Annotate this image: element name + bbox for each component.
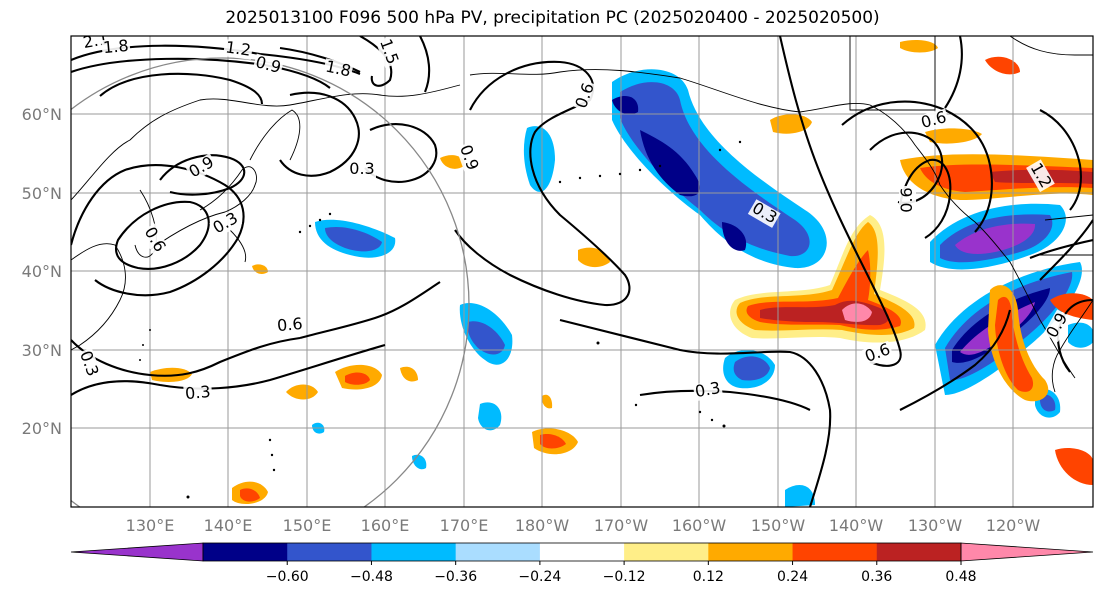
lat-label: 20°N	[22, 419, 62, 438]
colorbar-tick-label: 0.24	[777, 569, 808, 585]
colorbar-segment	[624, 543, 709, 561]
map-area: 2.11.8 1.20.9 1.81.50.60.90.30.90.30.60.30…	[71, 36, 1093, 507]
colorbar-extend-low	[70, 542, 204, 562]
pv-label-background	[572, 79, 599, 112]
colorbar-segment	[203, 543, 288, 561]
lat-label: 40°N	[22, 262, 62, 281]
pv-contour-label: 0.3	[209, 208, 241, 237]
pv-contour-label: 0.6	[919, 107, 949, 132]
map-frame	[70, 35, 1094, 508]
colorbar-tick-label: 0.36	[861, 569, 892, 585]
lat-label: 50°N	[22, 184, 62, 203]
pv-label-background	[861, 340, 894, 367]
lon-axis-labels: 130°E 140°E 150°E 160°E 170°E 180°W 170°…	[126, 516, 1041, 535]
pv-label-background	[322, 58, 354, 81]
lat-axis-labels: 60°N 50°N 40°N 30°N 20°N	[22, 105, 62, 438]
colorbar-segment	[876, 543, 962, 561]
pv-contour-label: 0.3	[184, 382, 211, 403]
colorbar-segment	[792, 543, 878, 561]
precip-anomaly-shading	[150, 40, 1093, 507]
pv-contour-labels: 2.11.8 1.20.9 1.81.50.60.90.30.90.30.60.30…	[75, 36, 1072, 404]
lon-label: 120°W	[986, 516, 1041, 535]
island-chains	[139, 140, 742, 499]
pv-label-background	[183, 383, 213, 404]
pv-label-background	[899, 186, 916, 214]
pv-contour-label: 0.6	[897, 187, 916, 212]
colorbar-tick-label: −0.12	[603, 569, 646, 585]
pv-label-background	[140, 223, 169, 257]
colorbar-tick-label: −0.36	[434, 569, 477, 585]
pv-label-background	[101, 37, 131, 58]
pv-label-background	[252, 53, 284, 78]
lon-label: 130°E	[126, 516, 175, 535]
pv-label-background	[223, 39, 254, 60]
pv-label-background	[75, 347, 102, 380]
map-title: 2025013100 F096 500 hPa PV, precipitatio…	[225, 8, 880, 28]
lat-label: 60°N	[22, 105, 62, 124]
pv-label-background	[209, 209, 243, 238]
lon-label: 170°E	[440, 516, 489, 535]
pv-label-background	[747, 199, 781, 228]
lon-label: 160°W	[672, 516, 727, 535]
radius-circle	[71, 57, 470, 507]
colorbar-segment	[708, 543, 794, 561]
pv-label-background	[1043, 309, 1072, 343]
lat-label: 30°N	[22, 341, 62, 360]
lon-label: 170°W	[594, 516, 649, 535]
colorbar-outline	[202, 542, 962, 562]
colorbar-extend-high	[960, 542, 1094, 562]
pv-label-background	[455, 141, 482, 174]
pv-label-background	[185, 153, 219, 182]
pv-contour-label: 1.8	[324, 57, 353, 81]
colorbar-tick-label: −0.60	[266, 569, 309, 585]
colorbar-tick-label: −0.24	[518, 569, 561, 585]
lon-label: 180°W	[515, 516, 570, 535]
pv-contour-label: 0.9	[185, 152, 217, 181]
pv-label-background	[918, 108, 950, 133]
colorbar-tick-label: 0.48	[945, 569, 976, 585]
pv-contour-label: 0.3	[349, 159, 374, 178]
colorbar-segment	[287, 543, 372, 561]
colorbar-tick-labels: −0.60 −0.48 −0.36 −0.24 −0.12 0.12 0.24 0.36 0.4…	[266, 561, 977, 585]
pv-label-background	[692, 379, 724, 402]
pv-contour-label: 0.6	[276, 314, 303, 335]
pv-label-background	[375, 36, 402, 68]
pv-label-background	[1026, 159, 1055, 193]
coastlines	[71, 36, 1093, 393]
pv-contour-label: 0.3	[694, 378, 722, 401]
colorbar-tick-label: 0.12	[693, 569, 724, 585]
colorbar-tick-label: −0.48	[350, 569, 393, 585]
pv-contour-label: 1.2	[224, 37, 252, 59]
colorbar-segment	[371, 543, 457, 561]
colorbar	[70, 542, 1094, 562]
colorbar-segment	[455, 543, 541, 561]
pv-label-background	[275, 315, 305, 336]
lon-label: 150°W	[751, 516, 806, 535]
pv-contour-label: 1.8	[102, 36, 129, 57]
pv-contour-label: 0.6	[141, 223, 170, 255]
pv-contours	[71, 36, 1093, 507]
colorbar-segment	[539, 543, 625, 561]
lon-label: 150°E	[283, 516, 332, 535]
pv-label-background	[348, 161, 376, 178]
lon-label: 140°E	[204, 516, 253, 535]
lon-label: 140°W	[829, 516, 884, 535]
lon-label: 160°E	[361, 516, 410, 535]
lon-label: 130°W	[908, 516, 963, 535]
